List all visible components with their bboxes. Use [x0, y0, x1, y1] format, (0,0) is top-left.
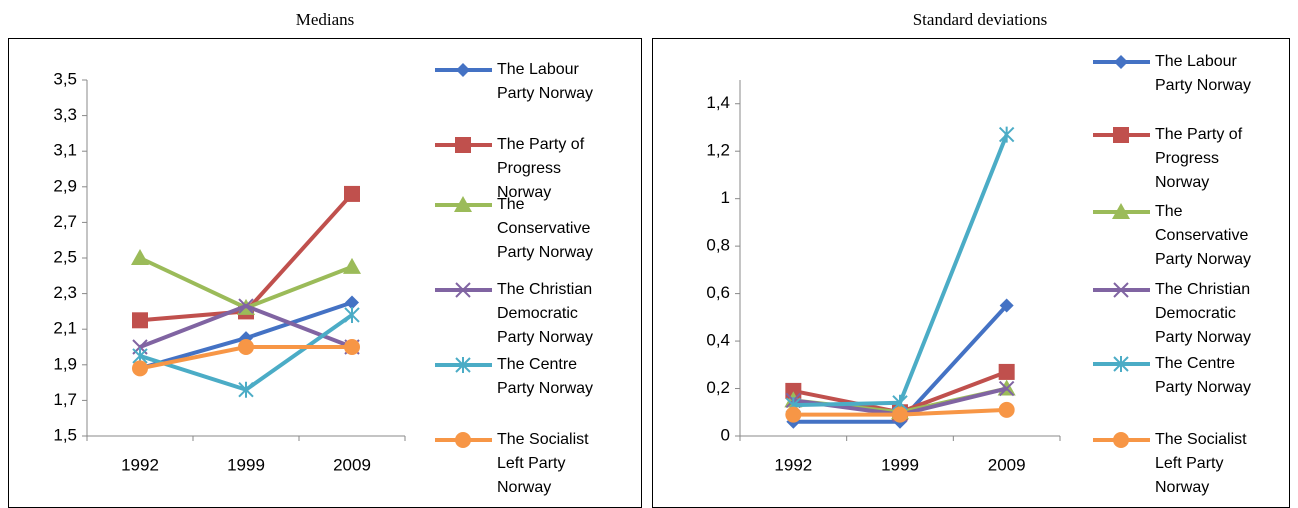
x-tick-label: 1999: [881, 455, 919, 474]
y-tick-label: 0,6: [706, 283, 730, 302]
data-point: [343, 257, 361, 274]
y-tick-label: 0: [721, 425, 730, 444]
y-tick-label: 2,5: [53, 247, 77, 266]
legend-label: The Centre Party Norway: [1155, 355, 1252, 396]
legend-label: The Socialist Left Party Norway: [497, 431, 589, 496]
y-tick-label: 3,1: [53, 141, 77, 160]
y-tick-label: 1,7: [53, 390, 77, 409]
data-point: [785, 382, 802, 399]
legend-marker: [456, 63, 470, 77]
y-tick-label: 2,1: [53, 319, 77, 338]
legend-marker: [455, 137, 471, 153]
data-point: [998, 380, 1015, 397]
chart-title: Standard deviations: [912, 10, 1048, 29]
legend-label: The Labour Party Norway: [497, 61, 594, 102]
legend-marker: [454, 196, 472, 212]
data-point: [344, 185, 360, 202]
x-tick-label: 2009: [333, 455, 371, 474]
legend-label: The Labour Party Norway: [1155, 53, 1252, 94]
legend-label: The Conservative Party Norway: [497, 196, 594, 261]
data-point: [131, 249, 149, 265]
legend-marker: [1113, 127, 1129, 143]
data-point: [238, 381, 254, 398]
legend-marker: [1114, 55, 1128, 69]
y-tick-label: 2,3: [53, 283, 77, 302]
legend-marker: [1113, 282, 1129, 298]
x-tick-label: 1992: [774, 455, 812, 474]
data-point: [132, 360, 148, 377]
x-tick-label: 2009: [988, 455, 1026, 474]
legend-marker: [455, 357, 471, 373]
legend-marker: [455, 432, 471, 448]
data-point: [344, 306, 360, 323]
data-point: [345, 295, 359, 310]
y-tick-label: 3,3: [53, 105, 77, 124]
data-point: [238, 339, 254, 355]
y-tick-label: 3,5: [53, 69, 77, 88]
legend-label: The Party of Progress Norway: [497, 136, 585, 201]
x-tick-label: 1992: [121, 455, 159, 474]
legend-marker: [1113, 432, 1129, 448]
legend-label: The Christian Democratic Party Norway: [1155, 281, 1252, 346]
y-tick-label: 1,2: [706, 141, 730, 160]
legend-marker: [1112, 203, 1130, 219]
data-point: [998, 126, 1015, 143]
data-point: [132, 312, 148, 329]
data-point: [344, 339, 360, 355]
legend-label: The Christian Democratic Party Norway: [497, 281, 594, 346]
y-tick-label: 0,8: [706, 236, 730, 255]
legend-label: The Conservative Party Norway: [1155, 203, 1252, 268]
data-point: [785, 406, 802, 423]
y-tick-label: 1,4: [706, 93, 730, 112]
y-tick-label: 2,7: [53, 212, 77, 231]
legend-label: The Centre Party Norway: [497, 356, 594, 397]
y-tick-label: 1: [721, 188, 730, 207]
data-point: [999, 298, 1014, 313]
y-tick-label: 1,9: [53, 354, 77, 373]
y-tick-label: 0,2: [706, 378, 730, 397]
y-tick-label: 2,9: [53, 176, 77, 195]
x-tick-label: 1999: [227, 455, 265, 474]
legend-label: The Party of Progress Norway: [1155, 126, 1243, 191]
legend-marker: [455, 282, 471, 298]
series-line: [793, 133, 1009, 408]
data-point: [998, 363, 1015, 380]
legend-label: The Socialist Left Party Norway: [1155, 431, 1247, 496]
data-point: [238, 298, 254, 314]
legend-marker: [1113, 356, 1129, 372]
chart-title: Medians: [295, 10, 355, 29]
y-tick-label: 0,4: [706, 331, 730, 350]
data-point: [998, 401, 1015, 418]
y-tick-label: 1,5: [53, 425, 77, 444]
data-point: [892, 406, 908, 423]
